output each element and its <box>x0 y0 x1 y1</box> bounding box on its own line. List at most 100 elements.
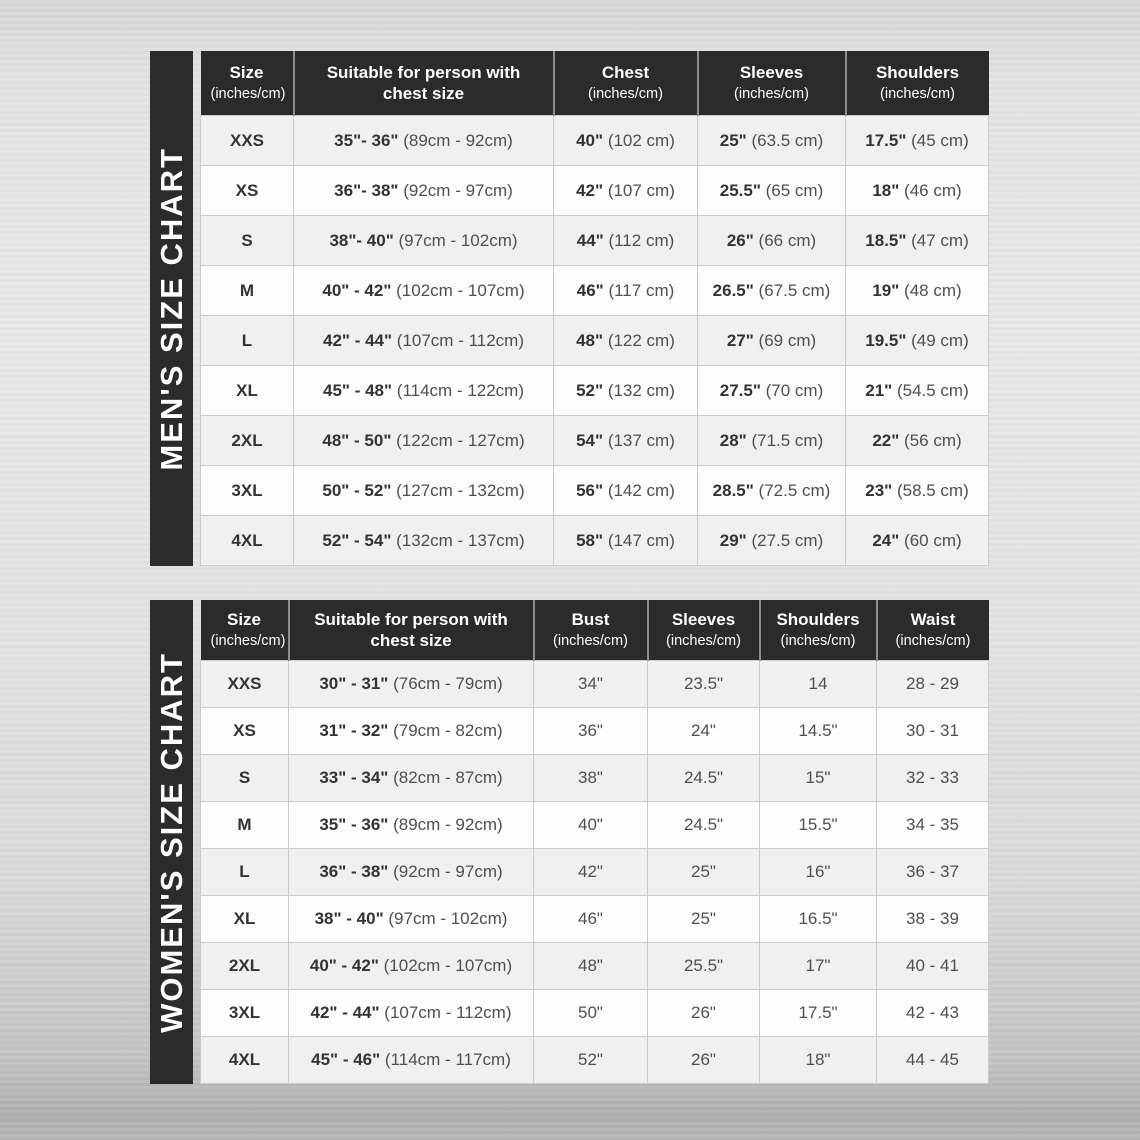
cell-value: 38"- 40" <box>329 230 394 250</box>
table-row: S 38"- 40" (97cm - 102cm) 44" (112 cm) 2… <box>200 215 989 266</box>
sleeves-cell: 25.5" (65 cm) <box>697 165 846 216</box>
table-row: 2XL 40" - 42" (102cm - 107cm) 48" 25.5" … <box>200 942 989 990</box>
suitable-cell: 40" - 42" (102cm - 107cm) <box>288 942 534 990</box>
cell-value: 45" - 48" <box>323 380 393 400</box>
cell-value: 35" - 36" <box>319 815 389 834</box>
cell-value-cm: (71.5 cm) <box>751 430 824 450</box>
womens-chart-banner: WOMEN'S SIZE CHART <box>150 600 193 1084</box>
cell-value: 27.5" <box>719 380 761 400</box>
cell-value-cm: (147 cm) <box>607 530 675 550</box>
cell-value: 18.5" <box>865 230 907 250</box>
bust-cell: 40" <box>533 801 648 849</box>
cell-value-cm: (72.5 cm) <box>758 480 831 500</box>
column-header-size: Size (inches/cm) <box>200 600 289 661</box>
shoulders-cell: 15" <box>759 754 877 802</box>
cell-value: 29" <box>719 530 747 550</box>
shoulders-cell: 19" (48 cm) <box>845 265 989 316</box>
cell-value: 19.5" <box>865 330 907 350</box>
bust-cell: 48" <box>533 942 648 990</box>
shoulders-cell: 16" <box>759 848 877 896</box>
sleeves-cell: 24.5" <box>647 801 760 849</box>
column-header-label: Size <box>229 63 264 83</box>
suitable-cell: 35" - 36" (89cm - 92cm) <box>288 801 534 849</box>
cell-value: 32 - 33 <box>906 768 959 787</box>
cell-value: 2XL <box>231 430 263 450</box>
column-header-sub: (inches/cm) <box>895 632 971 649</box>
column-header-label: Size <box>226 610 262 630</box>
waist-cell: 42 - 43 <box>876 989 989 1037</box>
cell-value: 25" <box>691 862 716 881</box>
cell-value: XXS <box>227 674 262 693</box>
cell-value-cm: (47 cm) <box>911 230 969 250</box>
shoulders-cell: 15.5" <box>759 801 877 849</box>
cell-value-cm: (65 cm) <box>765 180 824 200</box>
suitable-cell: 33" - 34" (82cm - 87cm) <box>288 754 534 802</box>
column-header-label: Sleeves <box>739 63 804 83</box>
cell-value-cm: (122 cm) <box>607 330 675 350</box>
cell-value: 26" <box>691 1003 716 1022</box>
waist-cell: 40 - 41 <box>876 942 989 990</box>
cell-value: 36"- 38" <box>334 180 399 200</box>
table-row: XL 45" - 48" (114cm - 122cm) 52" (132 cm… <box>200 365 989 416</box>
suitable-cell: 35"- 36" (89cm - 92cm) <box>293 115 554 166</box>
column-header-chest: Chest (inches/cm) <box>552 51 698 116</box>
column-header-sleeves: Sleeves (inches/cm) <box>646 600 760 661</box>
cell-value: 35"- 36" <box>334 130 399 150</box>
cell-value: 25" <box>691 909 716 928</box>
cell-value: 36" <box>578 721 603 740</box>
waist-cell: 36 - 37 <box>876 848 989 896</box>
cell-value-cm: (27.5 cm) <box>751 530 824 550</box>
cell-value: 46" <box>578 909 603 928</box>
size-cell: S <box>200 754 289 802</box>
cell-value: M <box>237 815 252 834</box>
suitable-cell: 36"- 38" (92cm - 97cm) <box>293 165 554 216</box>
cell-value: 28.5" <box>712 480 754 500</box>
suitable-cell: 50" - 52" (127cm - 132cm) <box>293 465 554 516</box>
table-row: XL 38" - 40" (97cm - 102cm) 46" 25" 16.5… <box>200 895 989 943</box>
suitable-cell: 45" - 46" (114cm - 117cm) <box>288 1036 534 1084</box>
column-header-sub: (inches/cm) <box>734 85 809 102</box>
suitable-cell: 36" - 38" (92cm - 97cm) <box>288 848 534 896</box>
cell-value-cm: (142 cm) <box>607 480 675 500</box>
cell-value-cm: (70 cm) <box>765 380 824 400</box>
cell-value-cm: (102cm - 107cm) <box>383 956 513 975</box>
suitable-cell: 38" - 40" (97cm - 102cm) <box>288 895 534 943</box>
shoulders-cell: 16.5" <box>759 895 877 943</box>
sleeves-cell: 23.5" <box>647 660 760 708</box>
cell-value-cm: (45 cm) <box>911 130 969 150</box>
sleeves-cell: 29" (27.5 cm) <box>697 515 846 566</box>
cell-value: 45" - 46" <box>311 1050 381 1069</box>
cell-value: 42" - 44" <box>323 330 393 350</box>
column-header-label: Shoulders <box>776 610 860 630</box>
waist-cell: 44 - 45 <box>876 1036 989 1084</box>
size-cell: M <box>200 265 294 316</box>
column-header-sub: (inches/cm) <box>553 632 628 649</box>
cell-value: 22" <box>872 430 900 450</box>
womens-size-chart-section: WOMEN'S SIZE CHART Size (inches/cm) Suita… <box>150 600 989 1084</box>
cell-value: 48" <box>578 956 603 975</box>
cell-value: 28 - 29 <box>906 674 959 693</box>
suitable-cell: 42" - 44" (107cm - 112cm) <box>288 989 534 1037</box>
suitable-cell: 40" - 42" (102cm - 107cm) <box>293 265 554 316</box>
sleeves-cell: 26" <box>647 1036 760 1084</box>
cell-value-cm: (107 cm) <box>607 180 675 200</box>
cell-value: 26" <box>726 230 754 250</box>
table-row: L 36" - 38" (92cm - 97cm) 42" 25" 16" 36… <box>200 848 989 896</box>
cell-value-cm: (122cm - 127cm) <box>396 430 525 450</box>
size-cell: M <box>200 801 289 849</box>
size-cell: S <box>200 215 294 266</box>
cell-value: 46" <box>576 280 604 300</box>
size-cell: XXS <box>200 115 294 166</box>
sleeves-cell: 26" <box>647 989 760 1037</box>
suitable-cell: 31" - 32" (79cm - 82cm) <box>288 707 534 755</box>
cell-value: 24" <box>872 530 900 550</box>
column-header-sub: (inches/cm) <box>588 85 663 102</box>
cell-value: 15" <box>805 768 831 787</box>
chest-cell: 40" (102 cm) <box>553 115 698 166</box>
table-row: M 35" - 36" (89cm - 92cm) 40" 24.5" 15.5… <box>200 801 989 849</box>
suitable-cell: 30" - 31" (76cm - 79cm) <box>288 660 534 708</box>
column-header-sub: (inches/cm) <box>880 85 955 102</box>
cell-value-cm: (92cm - 97cm) <box>403 180 513 200</box>
cell-value-cm: (97cm - 102cm) <box>388 909 508 928</box>
size-cell: 4XL <box>200 1036 289 1084</box>
